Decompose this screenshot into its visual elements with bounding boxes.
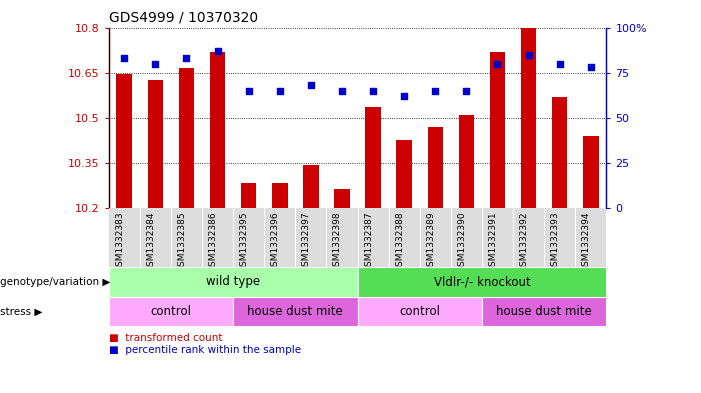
- Bar: [233, 297, 358, 326]
- Text: control: control: [151, 305, 191, 318]
- Point: [492, 61, 503, 67]
- Bar: [396, 140, 412, 208]
- Point: [181, 55, 192, 61]
- Text: GSM1332388: GSM1332388: [395, 211, 404, 272]
- Text: GDS4999 / 10370320: GDS4999 / 10370320: [109, 11, 258, 25]
- Text: control: control: [400, 305, 440, 318]
- Point: [430, 88, 441, 94]
- Text: GSM1332394: GSM1332394: [582, 211, 591, 272]
- Bar: [334, 189, 350, 208]
- Point: [243, 88, 254, 94]
- Point: [554, 61, 565, 67]
- Text: GSM1332392: GSM1332392: [519, 211, 529, 272]
- Point: [212, 48, 223, 54]
- Bar: [482, 297, 606, 326]
- Point: [150, 61, 161, 67]
- Text: GSM1332393: GSM1332393: [551, 211, 559, 272]
- Bar: [303, 165, 319, 208]
- Point: [461, 88, 472, 94]
- Point: [585, 64, 597, 70]
- Bar: [428, 127, 443, 208]
- Bar: [521, 28, 536, 208]
- Bar: [109, 267, 358, 297]
- Bar: [358, 297, 482, 326]
- Text: wild type: wild type: [206, 275, 260, 288]
- Point: [399, 93, 410, 99]
- Bar: [272, 183, 287, 208]
- Text: ■  transformed count: ■ transformed count: [109, 333, 222, 343]
- Text: Vldlr-/- knockout: Vldlr-/- knockout: [433, 275, 531, 288]
- Text: GSM1332390: GSM1332390: [457, 211, 466, 272]
- Text: GSM1332386: GSM1332386: [208, 211, 217, 272]
- Bar: [358, 267, 606, 297]
- Text: ■  percentile rank within the sample: ■ percentile rank within the sample: [109, 345, 301, 355]
- Text: GSM1332397: GSM1332397: [302, 211, 311, 272]
- Bar: [490, 51, 505, 208]
- Point: [523, 51, 534, 58]
- Text: GSM1332384: GSM1332384: [147, 211, 156, 272]
- Bar: [179, 68, 194, 208]
- Text: stress ▶: stress ▶: [0, 307, 42, 316]
- Point: [367, 88, 379, 94]
- Bar: [241, 183, 257, 208]
- Point: [305, 82, 316, 88]
- Point: [118, 55, 130, 61]
- Text: GSM1332395: GSM1332395: [240, 211, 249, 272]
- Text: GSM1332387: GSM1332387: [364, 211, 373, 272]
- Text: GSM1332389: GSM1332389: [426, 211, 435, 272]
- Bar: [365, 107, 381, 208]
- Point: [336, 88, 348, 94]
- Text: GSM1332383: GSM1332383: [115, 211, 124, 272]
- Text: GSM1332396: GSM1332396: [271, 211, 280, 272]
- Bar: [210, 51, 225, 208]
- Text: house dust mite: house dust mite: [496, 305, 592, 318]
- Bar: [109, 297, 233, 326]
- Text: house dust mite: house dust mite: [247, 305, 343, 318]
- Bar: [583, 136, 599, 208]
- Bar: [147, 80, 163, 208]
- Bar: [116, 74, 132, 208]
- Text: GSM1332391: GSM1332391: [489, 211, 498, 272]
- Point: [274, 88, 285, 94]
- Text: GSM1332385: GSM1332385: [177, 211, 186, 272]
- Bar: [552, 97, 568, 208]
- Text: GSM1332398: GSM1332398: [333, 211, 342, 272]
- Bar: [458, 115, 474, 208]
- Text: genotype/variation ▶: genotype/variation ▶: [0, 277, 110, 287]
